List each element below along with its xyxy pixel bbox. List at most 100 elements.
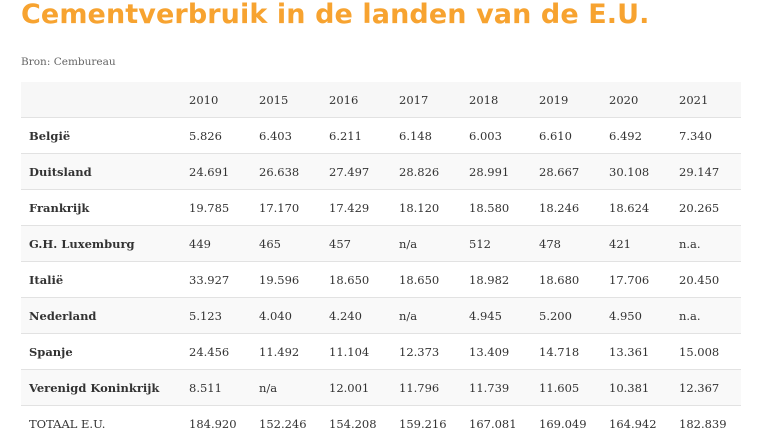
row-value: 5.123	[181, 297, 251, 334]
row-value: 6.403	[251, 117, 321, 154]
row-value: 20.265	[671, 189, 741, 226]
row-value: 167.081	[461, 405, 531, 434]
row-value: 18.580	[461, 189, 531, 226]
row-value: 4.950	[601, 297, 671, 334]
table-header-row: 2010 2015 2016 2017 2018 2019 2020 2021	[21, 82, 741, 118]
row-value: 152.246	[251, 405, 321, 434]
row-value: 184.920	[181, 405, 251, 434]
row-value: 6.148	[391, 117, 461, 154]
row-value: 13.409	[461, 333, 531, 370]
row-value: 18.120	[391, 189, 461, 226]
row-value: 17.706	[601, 261, 671, 298]
header-year: 2021	[671, 82, 741, 118]
row-value: 159.216	[391, 405, 461, 434]
page-title: Cementverbruik in de landen van de E.U.	[21, 0, 650, 30]
row-value: 29.147	[671, 153, 741, 190]
table-row: Spanje 24.456 11.492 11.104 12.373 13.40…	[21, 333, 741, 370]
header-year: 2020	[601, 82, 671, 118]
row-value: 449	[181, 225, 251, 262]
table-row: Verenigd Koninkrijk 8.511 n/a 12.001 11.…	[21, 369, 741, 406]
source-note: Bron: Cembureau	[21, 56, 116, 68]
row-value: 478	[531, 225, 601, 262]
row-value: 457	[321, 225, 391, 262]
row-value: 5.826	[181, 117, 251, 154]
row-country: Spanje	[21, 333, 181, 370]
row-value: 33.927	[181, 261, 251, 298]
cement-consumption-table: 2010 2015 2016 2017 2018 2019 2020 2021 …	[21, 82, 741, 434]
row-value: 421	[601, 225, 671, 262]
row-value: 18.680	[531, 261, 601, 298]
header-year: 2010	[181, 82, 251, 118]
row-value: 12.367	[671, 369, 741, 406]
row-value: 18.650	[321, 261, 391, 298]
row-value: n/a	[391, 297, 461, 334]
row-value: 20.450	[671, 261, 741, 298]
table-row: Nederland 5.123 4.040 4.240 n/a 4.945 5.…	[21, 297, 741, 334]
row-value: 28.667	[531, 153, 601, 190]
row-value: 13.361	[601, 333, 671, 370]
row-value: 4.945	[461, 297, 531, 334]
row-value: 4.240	[321, 297, 391, 334]
row-value: 28.991	[461, 153, 531, 190]
header-year: 2015	[251, 82, 321, 118]
row-country: Verenigd Koninkrijk	[21, 369, 181, 406]
row-value: 12.373	[391, 333, 461, 370]
row-value: 11.605	[531, 369, 601, 406]
header-year: 2017	[391, 82, 461, 118]
row-value: 7.340	[671, 117, 741, 154]
row-value: 182.839	[671, 405, 741, 434]
row-country: Italië	[21, 261, 181, 298]
row-value: 6.211	[321, 117, 391, 154]
row-country: België	[21, 117, 181, 154]
header-year: 2016	[321, 82, 391, 118]
table-total-row: TOTAAL E.U. 184.920 152.246 154.208 159.…	[21, 405, 741, 434]
header-year: 2018	[461, 82, 531, 118]
row-value: n.a.	[671, 297, 741, 334]
header-year: 2019	[531, 82, 601, 118]
row-value: 6.003	[461, 117, 531, 154]
row-value: 4.040	[251, 297, 321, 334]
row-value: 164.942	[601, 405, 671, 434]
row-value: 27.497	[321, 153, 391, 190]
row-value: 18.982	[461, 261, 531, 298]
row-value: 28.826	[391, 153, 461, 190]
table-row: Italië 33.927 19.596 18.650 18.650 18.98…	[21, 261, 741, 298]
row-value: n/a	[391, 225, 461, 262]
table-row: Duitsland 24.691 26.638 27.497 28.826 28…	[21, 153, 741, 190]
table-row: Frankrijk 19.785 17.170 17.429 18.120 18…	[21, 189, 741, 226]
row-country: Frankrijk	[21, 189, 181, 226]
row-value: 24.456	[181, 333, 251, 370]
row-country: G.H. Luxemburg	[21, 225, 181, 262]
row-value: 169.049	[531, 405, 601, 434]
row-value: 15.008	[671, 333, 741, 370]
row-value: 154.208	[321, 405, 391, 434]
table-row: G.H. Luxemburg 449 465 457 n/a 512 478 4…	[21, 225, 741, 262]
row-value: 10.381	[601, 369, 671, 406]
table-row: België 5.826 6.403 6.211 6.148 6.003 6.6…	[21, 117, 741, 154]
row-value: 19.596	[251, 261, 321, 298]
row-value: 8.511	[181, 369, 251, 406]
row-value: 11.492	[251, 333, 321, 370]
row-value: 30.108	[601, 153, 671, 190]
row-value: 11.104	[321, 333, 391, 370]
row-value: 18.650	[391, 261, 461, 298]
row-value: 24.691	[181, 153, 251, 190]
row-value: 26.638	[251, 153, 321, 190]
row-value: 5.200	[531, 297, 601, 334]
row-country: Nederland	[21, 297, 181, 334]
row-value: 18.246	[531, 189, 601, 226]
row-country: TOTAAL E.U.	[21, 405, 181, 434]
row-value: n/a	[251, 369, 321, 406]
row-value: 11.796	[391, 369, 461, 406]
row-value: n.a.	[671, 225, 741, 262]
row-country: Duitsland	[21, 153, 181, 190]
header-corner-cell	[21, 82, 181, 118]
row-value: 14.718	[531, 333, 601, 370]
row-value: 19.785	[181, 189, 251, 226]
row-value: 17.429	[321, 189, 391, 226]
row-value: 6.610	[531, 117, 601, 154]
row-value: 512	[461, 225, 531, 262]
row-value: 465	[251, 225, 321, 262]
row-value: 12.001	[321, 369, 391, 406]
row-value: 18.624	[601, 189, 671, 226]
